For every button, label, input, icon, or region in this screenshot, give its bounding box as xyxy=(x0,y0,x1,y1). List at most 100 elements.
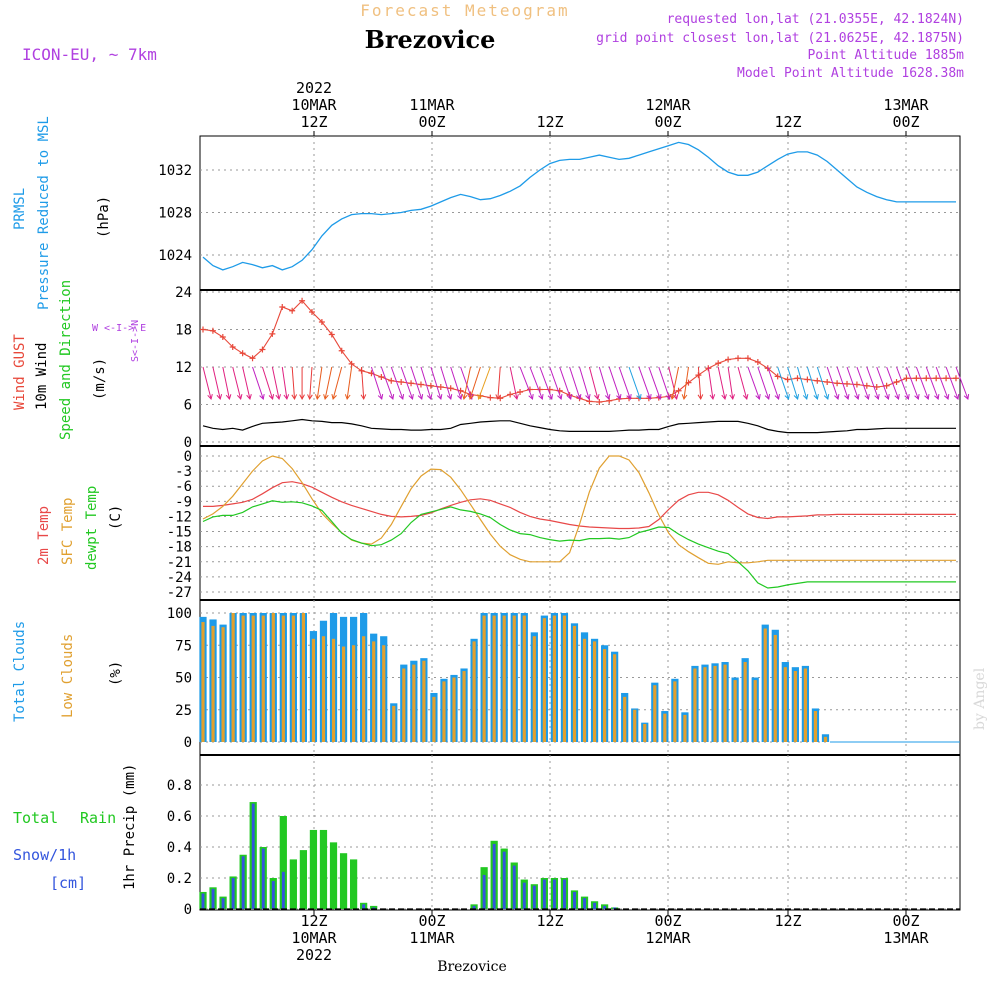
low-cloud-bar xyxy=(733,680,737,742)
y-tick-label: 0.4 xyxy=(167,840,192,856)
gust-point xyxy=(933,375,940,382)
gust-point xyxy=(398,379,405,385)
wind-arrow-head xyxy=(864,393,870,400)
wind-arrow xyxy=(410,366,423,400)
gust-point xyxy=(328,331,335,338)
low-cloud-bar xyxy=(783,667,787,742)
point-altitude: Point Altitude 1885m xyxy=(807,48,964,63)
snow-bar xyxy=(221,898,225,909)
prmsl-labels: PRMSL Pressure Reduced to MSL (hPa) xyxy=(12,116,112,310)
y-tick-label: 1024 xyxy=(158,248,192,264)
x-tick-label: 12MAR xyxy=(645,929,691,947)
wind-arrow-head xyxy=(755,393,761,400)
y-tick-label: 0 xyxy=(184,902,192,918)
wind-arrow-head xyxy=(616,393,622,400)
gust-point xyxy=(209,327,216,334)
y-tick-label: -21 xyxy=(167,555,192,571)
wind-arrow-head xyxy=(461,394,468,401)
y-tick-label: -18 xyxy=(167,540,192,556)
x-tick-label: 10MAR xyxy=(291,96,337,114)
y-axes: 102410281032061218240-3-6-9-12-15-18-21-… xyxy=(158,163,192,918)
wind-arrow-head xyxy=(528,393,534,400)
wind-arrow-head xyxy=(784,393,790,400)
wind-arrow xyxy=(519,366,533,400)
gust-point xyxy=(754,359,761,365)
wind-arrow xyxy=(648,366,661,400)
snow-bar xyxy=(472,905,476,909)
snow-bar xyxy=(261,848,265,909)
y-tick-label: -27 xyxy=(167,585,192,601)
gust-point xyxy=(923,375,930,382)
low-cloud-bar xyxy=(603,649,607,742)
wind-arrow xyxy=(777,366,790,400)
wind-arrow-head xyxy=(398,393,405,400)
y-tick-label: 6 xyxy=(184,398,192,414)
low-cloud-bar xyxy=(592,641,597,742)
model-label: ICON-EU, ~ 7km xyxy=(22,45,157,64)
gust-point xyxy=(725,356,732,363)
temp-unit: (C) xyxy=(108,505,124,530)
temp2m-label: 2m Temp xyxy=(36,506,52,565)
wind-arrow-head xyxy=(834,393,840,400)
low-cloud-bar xyxy=(341,646,346,742)
gust-point xyxy=(913,375,920,382)
wind-arrow xyxy=(796,366,808,400)
wind-labels: Wind GUST 10m Wind Speed and Direction (… xyxy=(12,280,146,440)
wind-arrow xyxy=(896,366,909,400)
wind-arrow-head xyxy=(802,394,809,401)
wind-arrow-head xyxy=(894,393,900,400)
low-cloud-bar xyxy=(221,627,225,742)
low-cloud-bar xyxy=(683,714,687,742)
snow-bar xyxy=(613,907,617,909)
wind-arrow-head xyxy=(729,394,735,401)
low-cloud-bar xyxy=(703,667,707,742)
wind-arrow xyxy=(846,366,859,400)
rain-bar xyxy=(319,829,328,909)
wind-arrow-head xyxy=(331,394,337,401)
low-cloud-bar xyxy=(512,615,516,742)
snow-bar xyxy=(362,904,366,909)
gust-point xyxy=(388,377,395,384)
wind-arrow-head xyxy=(417,393,424,400)
low-cloud-bar xyxy=(352,645,356,742)
snow-bar xyxy=(552,879,556,909)
gust-point xyxy=(219,334,226,340)
wind-arrow xyxy=(400,366,414,400)
low-cloud-bar xyxy=(251,615,255,742)
rain-bar xyxy=(329,842,338,909)
low-cloud-bar xyxy=(823,736,828,742)
snow-bar xyxy=(492,843,496,909)
wind-arrow-head xyxy=(626,393,632,400)
wind-arrow-head xyxy=(547,393,553,400)
low-cloud-bar xyxy=(773,634,777,742)
wind-arrow-head xyxy=(268,393,275,400)
wind-arrow xyxy=(271,366,280,400)
wind-arrow-head xyxy=(291,394,298,401)
low-cloud-bar xyxy=(562,615,567,742)
wind-arrow-head xyxy=(468,393,474,400)
wind-arrow-head xyxy=(670,394,676,401)
wind-arrow xyxy=(497,366,501,400)
wind-arrow-head xyxy=(557,393,563,400)
wind-arrow xyxy=(370,366,383,400)
cloud-labels: Total Clouds Low Clouds (%) xyxy=(12,621,124,722)
wind-arrow xyxy=(420,366,432,400)
x-tick-label: 11MAR xyxy=(409,929,455,947)
low-cloud-bar xyxy=(281,615,285,742)
gust-point xyxy=(338,347,345,354)
snow-bar xyxy=(231,878,235,909)
wind-arrow xyxy=(460,366,473,400)
low-cloud-bar xyxy=(793,671,797,742)
wind-arrow xyxy=(628,366,641,400)
wind-arrow-head xyxy=(697,394,704,401)
snow-bar xyxy=(603,905,607,909)
wind-arrow xyxy=(816,366,829,400)
wind-arrow xyxy=(683,366,689,400)
clouds-unit: (%) xyxy=(108,661,124,686)
wind-arrow-head xyxy=(709,394,716,401)
wind-arrow-head xyxy=(216,394,223,401)
y-tick-label: 1032 xyxy=(158,163,192,179)
wind-arrow xyxy=(747,366,760,400)
panel-frames xyxy=(199,135,961,911)
wind-arrow xyxy=(281,366,288,400)
